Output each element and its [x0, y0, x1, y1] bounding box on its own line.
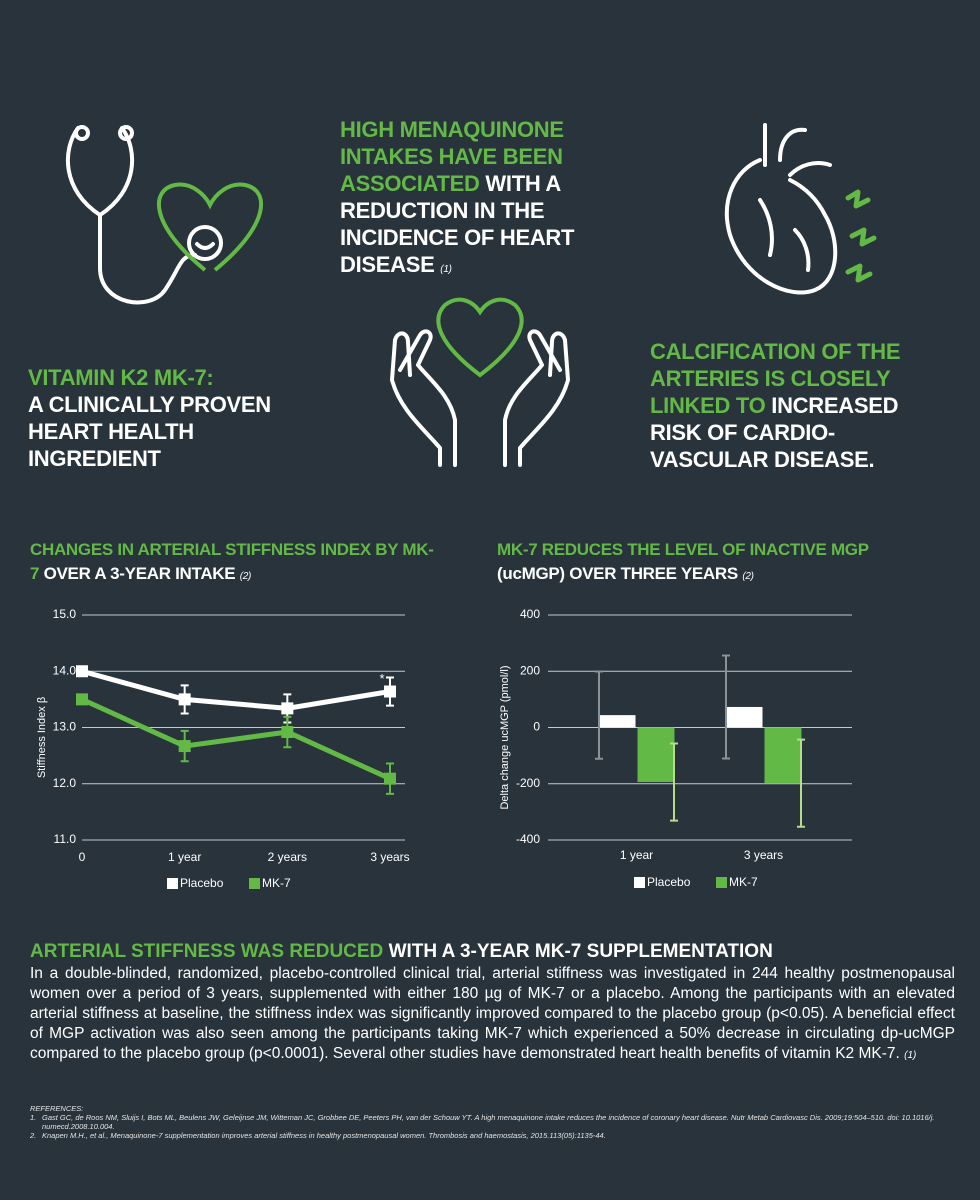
heading-text: WITH A 3-YEAR MK-7 SUPPLEMENTATION: [388, 941, 773, 962]
y-tick-label: 13.0: [53, 720, 77, 734]
error-bar: [670, 742, 678, 822]
bar: [764, 727, 802, 784]
legend-swatch: [716, 877, 727, 888]
reference-mark: (2): [239, 571, 252, 582]
x-tick-label: 3 years: [744, 848, 783, 862]
hands-heart-icon: [436, 297, 524, 378]
reference-number: 2.: [30, 1131, 37, 1140]
hands-icon: [390, 329, 570, 467]
reference-number: 1.: [30, 1113, 37, 1122]
heading-text: INCREASED RISK OF CARDIO-VASCULAR DISEAS…: [650, 393, 899, 472]
title-text: (ucMGP) OVER THREE YEARS: [497, 564, 738, 583]
y-tick-label: 12.0: [53, 776, 77, 790]
stethoscope-icon: [65, 125, 223, 305]
legend-swatch: [249, 878, 260, 889]
point-marker: [76, 665, 88, 678]
y-axis-label: Delta change ucMGP (pmol/l): [499, 665, 511, 809]
title-text: OVER A 3-YEAR INTAKE: [43, 564, 236, 583]
reference-mark: (2): [742, 571, 754, 582]
point-marker: [281, 726, 294, 738]
annotation: *: [379, 671, 384, 686]
series-line: [80, 697, 392, 781]
x-tick-label: 1 year: [620, 848, 653, 862]
spark-icon: [845, 189, 877, 283]
bar: [637, 727, 675, 783]
paragraph: In a double-blinded, randomized, placebo…: [30, 965, 955, 1062]
y-tick-label: 400: [520, 607, 540, 621]
error-bar: [722, 654, 730, 760]
chart-title: MK-7 REDUCES THE LEVEL OF INACTIVE MGP (…: [497, 538, 917, 589]
x-tick-label: 3 years: [370, 850, 409, 864]
title-highlight: MK-7 REDUCES THE LEVEL OF INACTIVE MGP: [497, 540, 869, 559]
heading-highlight: HIGH MENAQUINONE INTAKES HAVE BEEN ASSOC…: [340, 117, 564, 196]
series-line: [81, 668, 391, 711]
bar: [598, 715, 636, 728]
point-marker: [384, 685, 396, 698]
legend-label: Placebo: [647, 875, 691, 889]
heading-highlight: CALCIFICATION OF THE ARTERIES IS CLOSELY…: [650, 339, 901, 418]
y-tick-label: -400: [516, 832, 540, 846]
legend-label: Placebo: [180, 876, 224, 890]
bar: [725, 706, 763, 728]
summary: ARTERIAL STIFFNESS WAS REDUCED WITH A 3-…: [30, 940, 955, 1066]
y-axis-label: Stiffness Index β: [36, 697, 48, 778]
x-tick-label: 0: [79, 850, 86, 864]
reference-mark: (1): [904, 1050, 917, 1061]
heart-icon: [156, 182, 264, 272]
reference-text: Gast GC, de Roos NM, Sluijs I, Bots ML, …: [42, 1113, 935, 1131]
legend-swatch: [167, 878, 178, 889]
heading-text: WITH A REDUCTION IN THE INCIDENCE OF HEA…: [340, 171, 575, 277]
reference-item: 1. Gast GC, de Roos NM, Sluijs I, Bots ML…: [30, 1113, 950, 1131]
y-tick-label: 15.0: [53, 607, 77, 621]
menaquinone-heading: HIGH MENAQUINONE INTAKES HAVE BEEN ASSOC…: [340, 116, 620, 283]
references: REFERENCES: 1. Gast GC, de Roos NM, Sluij…: [30, 1104, 950, 1140]
heading-highlight: VITAMIN K2 MK-7:: [28, 365, 214, 390]
intro-heading: VITAMIN K2 MK-7: A CLINICALLY PROVEN HEAR…: [28, 364, 328, 472]
heading-text: A CLINICALLY PROVEN HEART HEALTH INGREDI…: [28, 392, 271, 471]
point-marker: [384, 772, 396, 785]
y-tick-label: 11.0: [54, 832, 77, 846]
heading-highlight: ARTERIAL STIFFNESS WAS REDUCED: [30, 941, 384, 962]
error-bar: [797, 738, 805, 828]
title-highlight: CHANGES IN ARTERIAL STIFFNESS INDEX BY M…: [30, 540, 434, 583]
reference-item: 2. Knapen M.H., et al., Menaquinone-7 sup…: [30, 1131, 950, 1140]
anatomical-heart-icon: [724, 123, 838, 295]
point-marker: [76, 693, 88, 706]
x-tick-label: 1 year: [168, 850, 201, 864]
summary-heading: ARTERIAL STIFFNESS WAS REDUCED WITH A 3-…: [30, 940, 955, 964]
y-tick-label: 0: [533, 720, 540, 734]
legend-swatch: [634, 877, 645, 888]
summary-text: In a double-blinded, randomized, placebo…: [30, 964, 955, 1066]
y-tick-label: 200: [520, 663, 540, 677]
y-tick-label: 14.0: [53, 663, 77, 677]
chart-title: CHANGES IN ARTERIAL STIFFNESS INDEX BY M…: [30, 538, 440, 589]
point-marker: [178, 693, 191, 706]
error-bar: [595, 670, 603, 760]
reference-mark: (1): [440, 264, 452, 275]
legend-label: MK-7: [729, 875, 758, 889]
reference-text: Knapen M.H., et al., Menaquinone-7 suppl…: [42, 1131, 606, 1140]
y-tick-label: -200: [516, 776, 540, 790]
references-title: REFERENCES:: [30, 1104, 84, 1113]
point-marker: [281, 702, 294, 715]
point-marker: [178, 740, 191, 753]
x-tick-label: 2 years: [268, 850, 307, 864]
calcification-heading: CALCIFICATION OF THE ARTERIES IS CLOSELY…: [650, 338, 950, 473]
legend-label: MK-7: [262, 876, 291, 890]
